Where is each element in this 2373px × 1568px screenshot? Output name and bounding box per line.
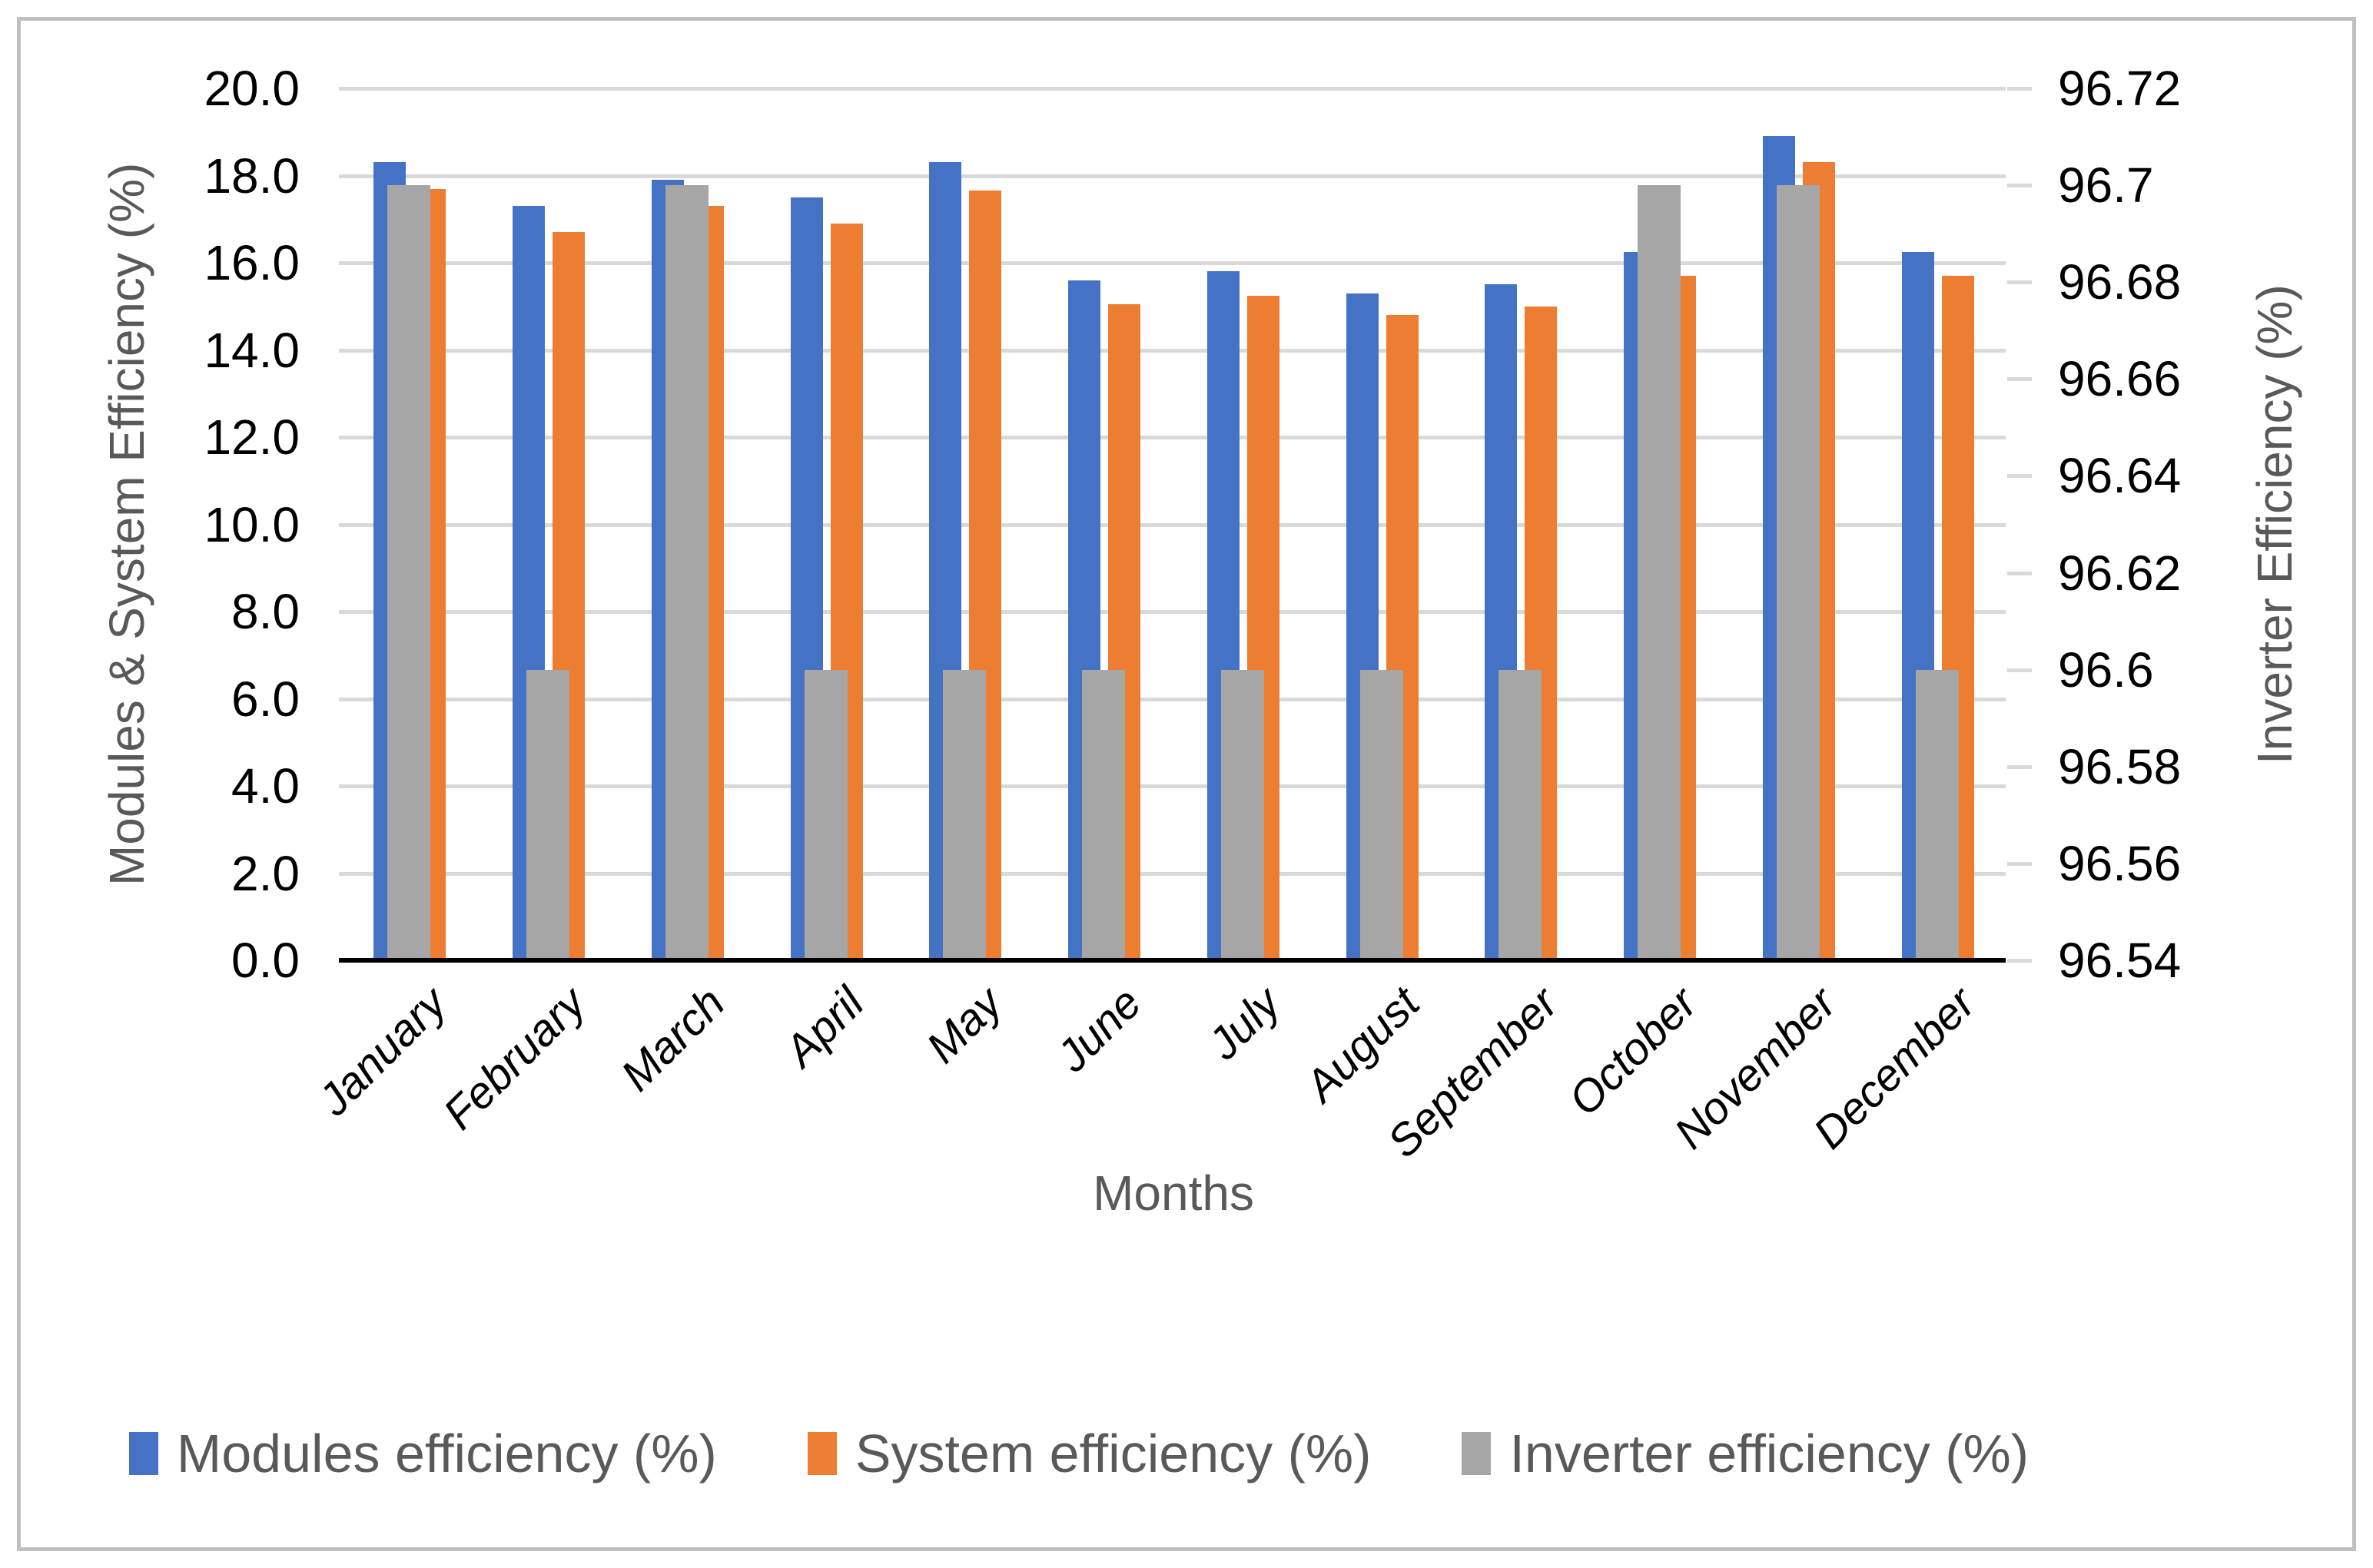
- right-axis-tick: [2007, 861, 2032, 866]
- x-tick-label-july: July: [1198, 977, 1290, 1069]
- right-axis-tick-label: 96.62: [2058, 545, 2182, 601]
- left-axis-tick-label: 12.0: [204, 409, 300, 465]
- x-axis-line: [339, 958, 2006, 963]
- bar-inverter-november[interactable]: [1776, 185, 1820, 960]
- right-axis-tick-label: 96.64: [2058, 448, 2182, 504]
- right-axis-tick: [2007, 280, 2032, 285]
- gridline: [339, 522, 2006, 527]
- right-axis-tick-label: 96.54: [2058, 933, 2182, 988]
- right-axis-tick-label: 96.72: [2058, 61, 2182, 116]
- legend-entry-inverter-efficiency[interactable]: Inverter efficiency (%): [1462, 1423, 2029, 1484]
- inverter-series-swatch-icon: [1462, 1432, 1492, 1475]
- x-tick-label-february: February: [433, 977, 596, 1139]
- gridline: [339, 610, 2006, 614]
- bar-inverter-september[interactable]: [1498, 669, 1542, 960]
- gridline: [339, 697, 2006, 701]
- x-tick-label-may: May: [917, 977, 1013, 1073]
- bar-inverter-december[interactable]: [1915, 669, 1959, 960]
- legend-label: Modules efficiency (%): [176, 1424, 717, 1483]
- bar-inverter-february[interactable]: [526, 669, 570, 960]
- right-axis-tick: [2007, 87, 2032, 91]
- x-tick-label-june: June: [1047, 977, 1151, 1082]
- x-tick-label-august: August: [1295, 977, 1429, 1112]
- right-axis-tick: [2007, 959, 2032, 963]
- gridline: [339, 784, 2006, 788]
- right-axis-tick: [2007, 474, 2032, 479]
- left-axis-tick-label: 10.0: [204, 496, 300, 552]
- left-axis-tick-label: 8.0: [231, 584, 300, 639]
- chart-border: [17, 17, 2356, 1551]
- bar-inverter-august[interactable]: [1359, 669, 1403, 960]
- legend-label: Inverter efficiency (%): [1509, 1424, 2029, 1483]
- bar-inverter-july[interactable]: [1220, 669, 1264, 960]
- legend-entry-system-efficiency[interactable]: System efficiency (%): [807, 1423, 1372, 1484]
- left-axis-tick-label: 4.0: [231, 758, 300, 814]
- right-axis-tick-label: 96.7: [2058, 157, 2154, 214]
- gridline: [339, 174, 2006, 178]
- left-axis-tick-label: 6.0: [231, 671, 300, 727]
- legend: Modules efficiency (%) System efficiency…: [0, 1423, 2265, 1484]
- left-axis-tick-label: 0.0: [231, 933, 300, 988]
- right-axis-tick: [2007, 668, 2032, 672]
- right-axis-tick-label: 96.66: [2058, 351, 2182, 407]
- system-series-swatch-icon: [807, 1432, 837, 1475]
- legend-entry-modules-efficiency[interactable]: Modules efficiency (%): [128, 1423, 717, 1484]
- left-axis-title: Modules & System Efficiency (%): [99, 162, 154, 887]
- left-axis-tick-label: 2.0: [231, 845, 300, 901]
- right-axis-tick-label: 96.6: [2058, 641, 2154, 698]
- bar-inverter-april[interactable]: [804, 669, 848, 960]
- left-axis-tick-label: 18.0: [204, 148, 300, 204]
- x-tick-label-april: April: [775, 977, 874, 1076]
- bar-inverter-may[interactable]: [943, 669, 987, 960]
- right-axis-tick: [2007, 764, 2032, 769]
- bar-inverter-january[interactable]: [387, 185, 431, 960]
- right-axis-tick-label: 96.58: [2058, 738, 2182, 794]
- bar-inverter-june[interactable]: [1082, 669, 1126, 960]
- bar-inverter-march[interactable]: [665, 185, 709, 960]
- right-axis-title: Inverter Efficiency (%): [2247, 284, 2302, 764]
- x-tick-label-march: March: [611, 977, 735, 1101]
- gridline: [339, 87, 2006, 91]
- gridline: [339, 261, 2006, 265]
- bar-inverter-october[interactable]: [1638, 185, 1681, 960]
- right-axis-tick: [2007, 184, 2032, 188]
- gridline: [339, 348, 2006, 353]
- right-axis-tick: [2007, 571, 2032, 575]
- left-axis-tick-label: 20.0: [204, 61, 300, 116]
- modules-series-swatch-icon: [128, 1432, 158, 1475]
- gridline: [339, 436, 2006, 439]
- right-axis-tick-label: 96.68: [2058, 254, 2182, 310]
- gridline: [339, 871, 2006, 876]
- left-axis-tick-label: 16.0: [204, 235, 300, 290]
- left-axis-tick-label: 14.0: [204, 322, 300, 378]
- x-axis-title: Months: [1093, 1165, 1254, 1221]
- right-axis-tick: [2007, 377, 2032, 382]
- legend-label: System efficiency (%): [855, 1424, 1372, 1483]
- right-axis-tick-label: 96.56: [2058, 835, 2182, 891]
